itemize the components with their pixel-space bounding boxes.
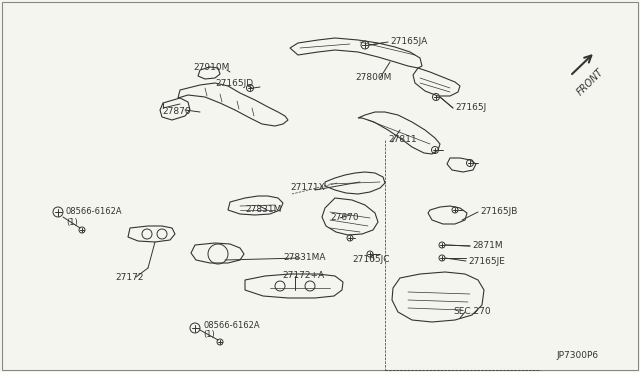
- Text: 27800M: 27800M: [355, 74, 392, 83]
- Text: 08566-6162A: 08566-6162A: [66, 208, 123, 217]
- Text: 2871M: 2871M: [472, 241, 502, 250]
- Text: 27670: 27670: [330, 214, 358, 222]
- Text: 27165JE: 27165JE: [468, 257, 505, 266]
- Text: (1): (1): [66, 218, 77, 227]
- Text: 27831MA: 27831MA: [283, 253, 326, 263]
- Text: 27165JD: 27165JD: [215, 80, 253, 89]
- Text: 27172: 27172: [115, 273, 143, 282]
- Text: FRONT: FRONT: [575, 67, 605, 97]
- Text: 27165JA: 27165JA: [390, 38, 428, 46]
- Text: 08566-6162A: 08566-6162A: [203, 321, 260, 330]
- Text: 27172+A: 27172+A: [282, 272, 324, 280]
- Text: 27165JC: 27165JC: [352, 256, 390, 264]
- Text: 27870: 27870: [162, 108, 191, 116]
- Text: SEC.270: SEC.270: [453, 308, 491, 317]
- Text: JP7300P6: JP7300P6: [556, 350, 598, 359]
- Text: 27811: 27811: [388, 135, 417, 144]
- Text: 27171X: 27171X: [290, 183, 324, 192]
- Text: 27165JB: 27165JB: [480, 208, 517, 217]
- Text: (1): (1): [203, 330, 215, 340]
- Text: 27165J: 27165J: [455, 103, 486, 112]
- Text: 27831M: 27831M: [245, 205, 282, 215]
- Text: 27910M: 27910M: [193, 64, 229, 73]
